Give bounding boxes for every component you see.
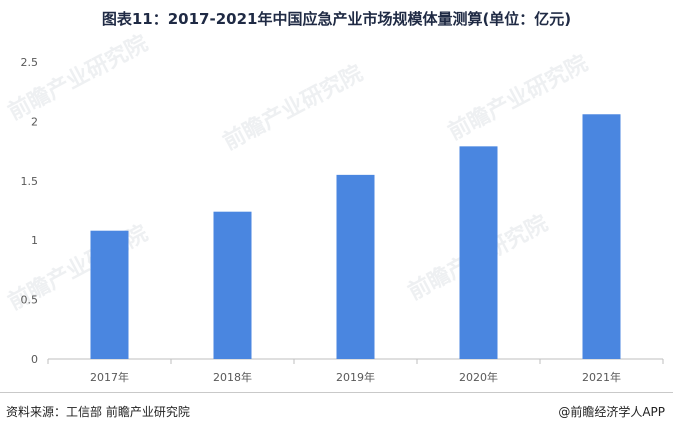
y-tick-label: 2.5 [21,56,39,69]
chart-title: 图表11：2017-2021年中国应急产业市场规模体量测算(单位：亿元) [101,10,572,28]
bar [213,211,252,359]
x-tick-label: 2021年 [582,370,621,384]
y-tick-label: 1.5 [21,175,39,188]
bar-chart: 0 0.5 1 1.5 2 2.5 2017年 2018年 2019年 2020年 2021年 [21,56,664,384]
bar [459,146,498,359]
x-tick-label: 2018年 [213,370,252,384]
x-tick-label: 2019年 [336,370,375,384]
bar [582,114,621,359]
y-tick-label: 1 [31,234,38,247]
y-tick-label: 0 [31,353,38,366]
bar [336,174,375,359]
brand-credit: @前瞻经济学人APP [558,405,665,419]
bar [90,230,129,359]
x-tick-label: 2020年 [459,370,498,384]
x-tick-label: 2017年 [90,370,129,384]
footer: 资料来源：工信部 前瞻产业研究院 @前瞻经济学人APP [0,392,673,434]
y-tick-label: 2 [31,115,38,128]
y-tick-label: 0.5 [21,294,39,307]
source-note: 资料来源：工信部 前瞻产业研究院 [6,405,190,419]
